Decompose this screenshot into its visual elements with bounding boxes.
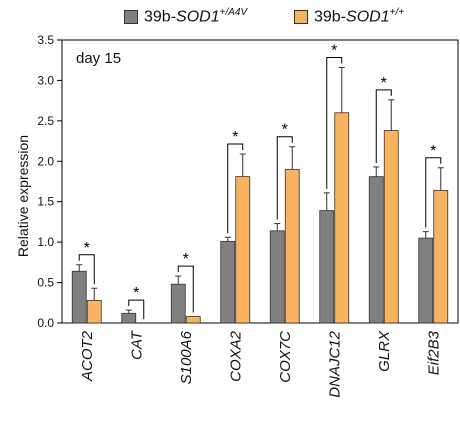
bar-wt-eif2b3 bbox=[433, 189, 449, 324]
significance-bracket bbox=[276, 136, 293, 220]
significance-bracket bbox=[375, 89, 392, 163]
legend-swatch-gray bbox=[124, 10, 138, 24]
significance-star: * bbox=[430, 143, 436, 160]
bar-a4v-s100a6 bbox=[170, 283, 186, 324]
bar-a4v-cox7c bbox=[269, 230, 285, 324]
x-tick-label-eif2b3: Eif2B3 bbox=[425, 330, 442, 375]
y-tick-label: 3.0 bbox=[37, 73, 54, 87]
bar-a4v-glrx bbox=[368, 176, 384, 324]
bar-a4v-coxa2 bbox=[220, 240, 236, 324]
bar-wt-acot2 bbox=[86, 299, 102, 324]
y-tick-label: 0.5 bbox=[37, 276, 54, 290]
x-tick-label-coxa2: COXA2 bbox=[227, 330, 244, 382]
plot-frame bbox=[61, 39, 459, 324]
x-tick-label-s100a6: S100A6 bbox=[178, 330, 195, 384]
significance-star: * bbox=[133, 285, 139, 302]
legend-label-sod1-wt: 39b-SOD1+/+ bbox=[314, 7, 405, 26]
legend-swatch-orange bbox=[294, 10, 308, 24]
significance-star: * bbox=[282, 122, 288, 139]
significance-bracket bbox=[326, 56, 343, 189]
bar-a4v-cat bbox=[121, 312, 137, 324]
y-tick-label: 1.5 bbox=[37, 195, 54, 209]
significance-bracket bbox=[128, 299, 145, 319]
legend-item-sod1-wt: 39b-SOD1+/+ bbox=[294, 7, 404, 27]
bar-a4v-eif2b3 bbox=[418, 237, 434, 324]
x-tick-label-cox7c: COX7C bbox=[277, 331, 294, 383]
chart-annotation: day 15 bbox=[76, 50, 121, 67]
bar-wt-cox7c bbox=[284, 168, 300, 324]
x-tick-label-cat: CAT bbox=[128, 329, 145, 360]
y-tick-label: 0.0 bbox=[37, 316, 54, 330]
significance-star: * bbox=[232, 129, 238, 146]
y-tick-label: 1.0 bbox=[37, 235, 54, 249]
bar-a4v-acot2 bbox=[71, 270, 87, 324]
bar-wt-glrx bbox=[383, 130, 399, 324]
significance-star: * bbox=[331, 42, 337, 59]
legend-label-sod1-a4v: 39b-SOD1+/A4V bbox=[144, 7, 248, 26]
significance-bracket bbox=[227, 143, 244, 234]
x-tick-label-glrx: GLRX bbox=[376, 330, 393, 372]
y-tick-label: 2.0 bbox=[37, 154, 54, 168]
y-tick-label: 2.5 bbox=[37, 114, 54, 128]
significance-bracket bbox=[177, 265, 194, 313]
significance-bracket bbox=[78, 254, 95, 285]
bar-wt-s100a6 bbox=[185, 316, 201, 324]
chart-legend: 39b-SOD1+/A4V 39b-SOD1+/+ bbox=[0, 4, 460, 30]
bar-wt-dnajc12 bbox=[334, 112, 350, 324]
bar-wt-coxa2 bbox=[235, 176, 251, 324]
x-tick-label-acot2: ACOT2 bbox=[79, 330, 96, 382]
x-tick-label-dnajc12: DNAJC12 bbox=[326, 330, 343, 397]
significance-star: * bbox=[381, 75, 387, 92]
bar-a4v-dnajc12 bbox=[319, 210, 335, 324]
significance-bracket bbox=[425, 157, 442, 228]
legend-item-sod1-a4v: 39b-SOD1+/A4V bbox=[124, 7, 247, 27]
significance-star: * bbox=[183, 251, 189, 268]
y-tick-label: 3.5 bbox=[37, 33, 54, 47]
significance-star: * bbox=[84, 240, 90, 257]
